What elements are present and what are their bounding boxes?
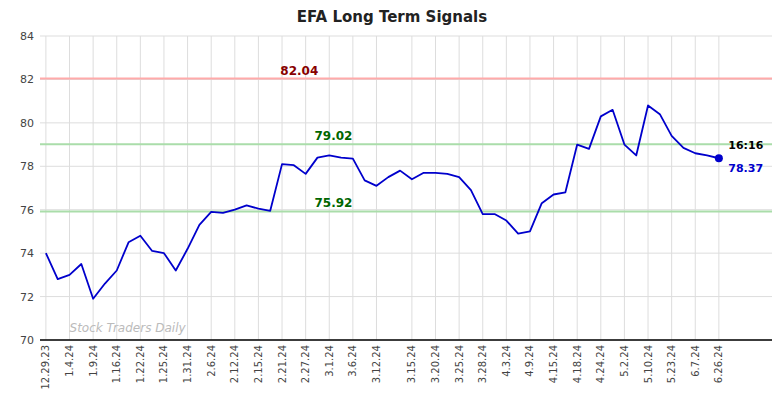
x-tick-label: 3.28.24 [477, 345, 488, 383]
x-grid-line [376, 36, 377, 340]
x-tick-label: 2.21.24 [277, 345, 288, 383]
x-tick-label: 2.15.24 [253, 345, 264, 383]
reference-line [40, 210, 772, 212]
x-tick-label: 4.15.24 [548, 345, 559, 383]
y-grid-line [40, 209, 772, 210]
title: EFA Long Term Signals [297, 8, 487, 26]
x-axis-line [40, 339, 772, 341]
x-grid-line [648, 36, 649, 340]
chart: EFA Long Term Signals 70 72 74 76 78 80 82 84 12.… [0, 0, 784, 398]
y-tick-label: 80 [20, 117, 34, 130]
x-tick-label: 4.24.24 [595, 345, 606, 383]
y-grid-line [40, 122, 772, 123]
x-tick-label: 1.4.24 [64, 345, 75, 377]
x-grid-line [600, 36, 601, 340]
x-grid-line [482, 36, 483, 340]
x-tick-label: 6.7.24 [690, 345, 701, 377]
reference-label: 82.04 [280, 64, 318, 78]
y-grid-line [40, 296, 772, 297]
y-tick-label: 72 [20, 291, 34, 304]
x-grid-line [529, 36, 530, 340]
x-grid-line [506, 36, 507, 340]
x-grid-line [352, 36, 353, 340]
watermark: Stock Traders Daily [70, 321, 187, 335]
x-grid-line [577, 36, 578, 340]
plot-area [40, 79, 772, 299]
y-grid-line [40, 253, 772, 254]
x-grid-line [671, 36, 672, 340]
x-grid-line [435, 36, 436, 340]
reference-line [40, 143, 772, 145]
x-grid-line [624, 36, 625, 340]
y-grid-line [40, 166, 772, 167]
x-tick-label: 3.1.24 [324, 345, 335, 377]
x-grid-line [258, 36, 259, 340]
x-tick-label: 12.29.23 [40, 345, 51, 390]
y-tick-label: 84 [20, 30, 34, 43]
x-tick-label: 6.26.24 [713, 345, 724, 383]
x-tick-label: 4.9.24 [524, 345, 535, 377]
x-tick-label: 1.9.24 [88, 345, 99, 377]
x-tick-label: 5.23.24 [666, 345, 677, 383]
x-tick-label: 2.6.24 [206, 345, 217, 377]
x-tick-label: 4.3.24 [501, 345, 512, 377]
price-line [46, 105, 719, 298]
x-tick-label: 2.12.24 [229, 345, 240, 383]
reference-line [40, 78, 772, 80]
x-grid-line [211, 36, 212, 340]
x-tick-label: 1.31.24 [182, 345, 193, 383]
x-grid-line [305, 36, 306, 340]
x-tick-label: 3.6.24 [347, 345, 358, 377]
y-tick-label: 70 [20, 334, 34, 347]
x-grid-line [93, 36, 94, 340]
x-grid-line [163, 36, 164, 340]
last-price-label: 78.37 [728, 162, 763, 175]
x-tick-label: 3.25.24 [454, 345, 465, 383]
y-tick-label: 76 [20, 204, 34, 217]
x-tick-label: 1.22.24 [135, 345, 146, 383]
y-grid-line [40, 36, 772, 37]
x-grid-line [187, 36, 188, 340]
x-grid-line [411, 36, 412, 340]
grid [40, 36, 772, 340]
y-tick-label: 74 [20, 247, 34, 260]
x-grid-line [140, 36, 141, 340]
reference-label: 75.92 [315, 196, 353, 210]
x-tick-label: 3.12.24 [371, 345, 382, 383]
x-tick-label: 3.20.24 [430, 345, 441, 383]
x-tick-label: 4.18.24 [572, 345, 583, 383]
y-tick-label: 82 [20, 73, 34, 86]
y-tick-label: 78 [20, 160, 34, 173]
reference-label: 79.02 [315, 129, 353, 143]
y-grid-line [40, 79, 772, 80]
x-grid-line [116, 36, 117, 340]
x-tick-label: 3.15.24 [406, 345, 417, 383]
x-grid-line [234, 36, 235, 340]
y-grid-line [40, 340, 772, 341]
x-tick-label: 1.25.24 [158, 345, 169, 383]
x-grid-line [282, 36, 283, 340]
x-grid-line [553, 36, 554, 340]
last-point [715, 154, 723, 162]
x-grid-line [695, 36, 696, 340]
x-tick-label: 2.27.24 [300, 345, 311, 383]
x-grid-line [329, 36, 330, 340]
x-grid-line [718, 36, 719, 340]
x-grid-line [459, 36, 460, 340]
x-grid-line [45, 36, 46, 340]
x-tick-label: 5.2.24 [619, 345, 630, 377]
last-time-label: 16:16 [728, 139, 763, 152]
x-tick-label: 1.16.24 [111, 345, 122, 383]
x-tick-label: 5.10.24 [643, 345, 654, 383]
x-grid-line [69, 36, 70, 340]
